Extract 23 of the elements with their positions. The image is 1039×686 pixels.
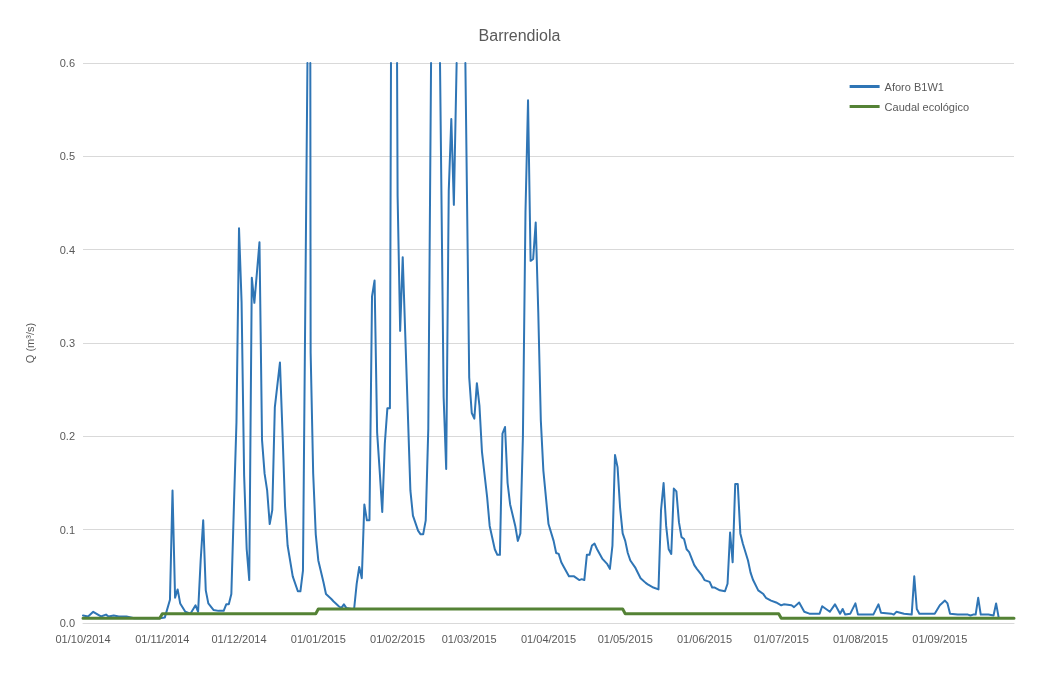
x-tick-label: 01/09/2015 — [912, 632, 968, 645]
x-tick-label: 01/05/2015 — [597, 632, 653, 645]
legend-label: Aforo B1W1 — [884, 80, 944, 93]
y-tick-label: 0.6 — [59, 57, 75, 69]
x-tick-label: 01/03/2015 — [441, 632, 497, 645]
chart-title: Barrendiola — [478, 26, 561, 44]
x-tick-label: 01/01/2015 — [290, 632, 346, 645]
y-tick-label: 0.4 — [59, 243, 75, 256]
y-axis-title: Q (m³/s) — [23, 322, 36, 364]
legend-label: Caudal ecológico — [884, 100, 969, 113]
x-tick-label: 01/02/2015 — [370, 632, 426, 645]
y-tick-label: 0.1 — [59, 523, 75, 536]
x-tick-label: 01/08/2015 — [833, 632, 889, 645]
y-tick-label: 0.5 — [59, 150, 75, 163]
x-tick-label: 01/10/2014 — [55, 632, 111, 645]
x-tick-label: 01/11/2014 — [135, 632, 190, 645]
x-tick-label: 01/12/2014 — [211, 632, 267, 645]
y-tick-label: 0.0 — [59, 617, 75, 629]
x-tick-label: 01/04/2015 — [520, 632, 577, 645]
x-tick-label: 01/06/2015 — [676, 632, 733, 645]
x-tick-label: 01/07/2015 — [753, 632, 809, 645]
y-tick-label: 0.2 — [59, 430, 75, 443]
y-tick-label: 0.3 — [59, 337, 75, 349]
